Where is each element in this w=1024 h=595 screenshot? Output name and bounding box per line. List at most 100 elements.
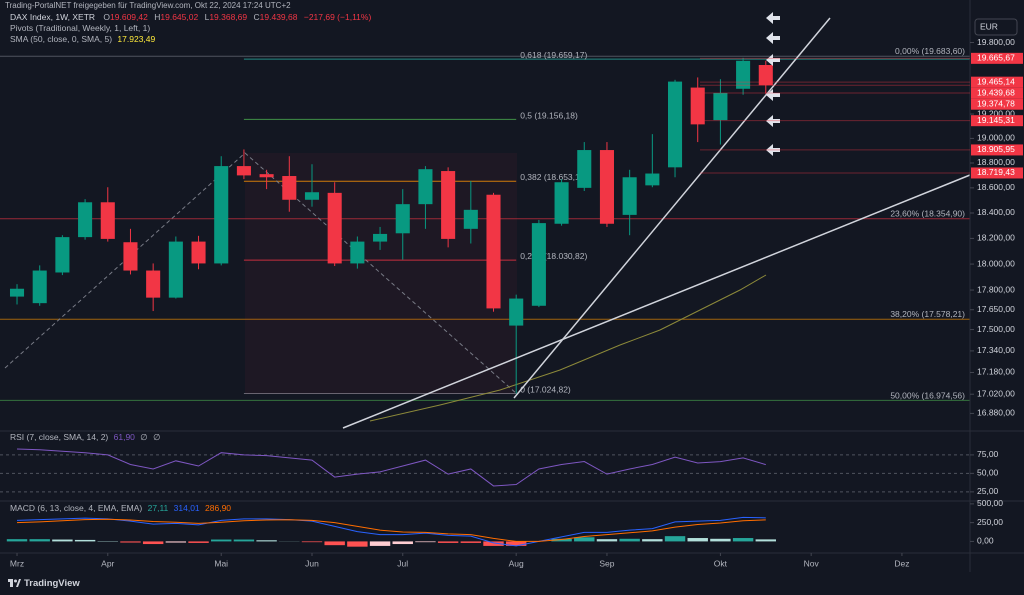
candle-body (713, 92, 728, 121)
y-tick-label: 250,00 (977, 517, 1003, 527)
ohlc-value: 19.368,69 (209, 12, 247, 22)
price-label-box (971, 98, 1023, 110)
histogram-bar (755, 539, 776, 542)
brand: TradingView (24, 578, 80, 589)
y-tick-label: 17.500,00 (977, 324, 1015, 334)
candle-body (100, 202, 115, 239)
candle-body (645, 173, 660, 186)
candle-body (327, 192, 342, 264)
histogram-bar (74, 539, 96, 542)
histogram-bar (710, 538, 731, 542)
candle-body (123, 242, 138, 271)
symbol-legend: DAX Index, 1W, XETR O19.609,42 H19.645,0… (10, 12, 371, 22)
currency: EUR (980, 21, 998, 31)
trend-line (342, 174, 971, 429)
price-label: 19.145,31 (977, 115, 1015, 125)
candle-body (736, 60, 751, 89)
macd-value: 286,90 (205, 503, 231, 513)
pivots-legend: Pivots (Traditional, Weekly, 1, Left, 1) (10, 23, 150, 33)
x-tick-label: Aug (509, 558, 524, 568)
histogram-bar (211, 539, 232, 542)
candle-body (304, 192, 320, 200)
price-label-box (971, 167, 1023, 179)
x-tick-label: Mrz (10, 558, 24, 568)
histogram-bar (392, 541, 413, 545)
y-tick-label: 17.180,00 (977, 367, 1015, 377)
histogram-bar (483, 541, 504, 546)
price-label: 18.905,95 (977, 144, 1015, 154)
y-tick-label: 18.400,00 (977, 207, 1015, 217)
candle-body (463, 209, 478, 229)
y-tick-label: 0,00 (977, 536, 994, 546)
rsi-legend: RSI (7, close, SMA, 14, 2) 61,90 ∅ ∅ (10, 432, 160, 442)
x-tick-label: Mai (214, 558, 228, 568)
arrow (766, 54, 780, 66)
candle-body (146, 270, 161, 298)
sma-line (369, 274, 767, 422)
candle-body (531, 223, 546, 306)
y-tick-label: 25,00 (977, 486, 999, 496)
logo-part (16, 579, 21, 587)
ohlc-value: 19.439,68 (260, 12, 298, 22)
ohlc-key: H (154, 12, 160, 22)
histogram-bar (324, 541, 345, 546)
price-label: 19.665,67 (977, 53, 1015, 63)
logo-part (10, 579, 13, 587)
y-tick-label: 500,00 (977, 498, 1003, 508)
candle-body (622, 177, 637, 215)
currency-box[interactable] (974, 18, 1018, 36)
price-label-box (971, 76, 1023, 88)
histogram-bar (347, 541, 368, 547)
histogram-bar (256, 540, 277, 542)
candles (9, 57, 773, 394)
histogram-bar (415, 541, 436, 543)
y-tick-label: 17.340,00 (977, 345, 1015, 355)
x-tick-label: Apr (101, 558, 114, 568)
candle-body (9, 288, 25, 297)
arrow (766, 12, 780, 24)
candle-body (282, 176, 297, 200)
histogram-bar (460, 541, 482, 543)
histogram-bar (437, 541, 459, 543)
y-tick-label: 17.800,00 (977, 284, 1015, 294)
histogram-bar (551, 538, 572, 542)
fib-label: 38,20% (17.578,21) (890, 309, 965, 319)
y-tick-label: 18.600,00 (977, 182, 1015, 192)
candle-body (690, 87, 705, 125)
x-tick-label: Jun (305, 558, 319, 568)
histogram-bar (732, 538, 754, 542)
fib-layer: 0,618 (19.659,17) 0,5 (19.156,18) 0,382 (1… (0, 46, 970, 401)
price-label-box (971, 52, 1023, 64)
y-tick-label: 18.800,00 (977, 157, 1015, 167)
y-tick-label: 19.800,00 (977, 37, 1015, 47)
y-tick-label: 16.880,00 (977, 408, 1015, 418)
sma-legend: SMA (50, close, 0, SMA, 5) 17.923,49 (10, 34, 156, 44)
price-label-box (971, 87, 1023, 99)
rsi-value: ∅ (153, 432, 160, 442)
candle-body (599, 150, 614, 224)
candle-body (577, 150, 592, 188)
y-tick-label: 50,00 (977, 468, 999, 478)
ohlc-key: L (205, 12, 210, 22)
x-tick-label: Dez (894, 558, 909, 568)
candle-body (78, 202, 93, 238)
ohlc-value: 19.645,02 (160, 12, 198, 22)
candle-body (259, 174, 274, 178)
macd-line (17, 518, 766, 542)
symbol: DAX Index, 1W, XETR (10, 12, 95, 22)
price-label-box (971, 144, 1023, 156)
price-label-box (971, 115, 1023, 127)
price-label: 19.465,14 (977, 76, 1015, 86)
macd-value: 27,11 (148, 503, 169, 513)
histogram-bar (619, 538, 640, 542)
candle-body (418, 169, 433, 205)
fib-label: 50,00% (16.974,56) (890, 390, 965, 400)
y-tick-label: 18.000,00 (977, 258, 1015, 268)
indicators (0, 448, 970, 547)
y-tick-label: 17.650,00 (977, 304, 1015, 314)
candle-body (509, 298, 524, 326)
macd-line (17, 516, 766, 547)
histogram-bar (664, 536, 686, 542)
candle-body (191, 241, 206, 264)
